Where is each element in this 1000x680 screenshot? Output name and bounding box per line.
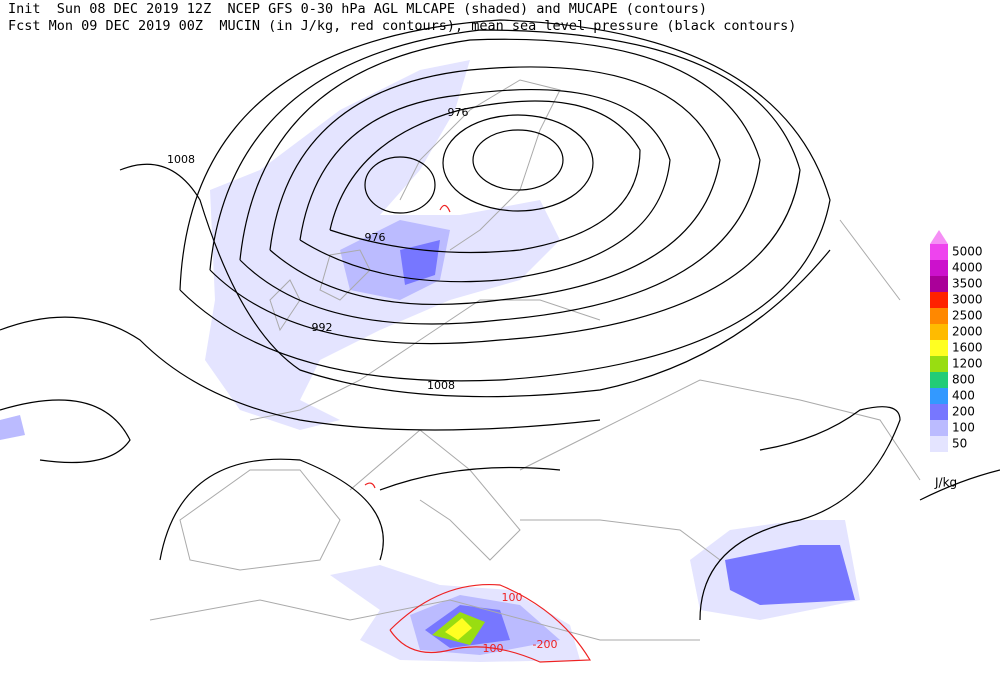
colorbar-label: 3500 — [952, 277, 983, 291]
header-line: Fcst Mon 09 DEC 2019 00Z MUCIN (in J/kg,… — [8, 18, 796, 34]
colorbar-swatch — [930, 388, 948, 404]
colorbar-swatch — [930, 260, 948, 276]
colorbar-label: 4000 — [952, 261, 983, 275]
colorbar-swatch — [930, 420, 948, 436]
contour-label: -200 — [533, 638, 558, 651]
isobars — [0, 19, 1000, 621]
colorbar-swatch — [930, 244, 948, 260]
contour-label: 976 — [448, 106, 469, 119]
colorbar-label: 2500 — [952, 309, 983, 323]
contour-label: 100 — [483, 642, 504, 655]
cape-shading — [0, 60, 860, 662]
colorbar-swatch — [930, 308, 948, 324]
colorbar-unit: J/kg — [934, 476, 957, 490]
colorbar-label: 800 — [952, 373, 975, 387]
colorbar-swatch — [930, 356, 948, 372]
colorbar-label: 3000 — [952, 293, 983, 307]
colorbar-swatch — [930, 340, 948, 356]
colorbar-label: 2000 — [952, 325, 983, 339]
coastlines — [149, 79, 921, 641]
header-line: Init Sun 08 DEC 2019 12Z NCEP GFS 0-30 h… — [8, 1, 707, 17]
colorbar-label: 50 — [952, 437, 967, 451]
colorbar-label: 100 — [952, 421, 975, 435]
colorbar-swatch — [930, 372, 948, 388]
cin-contours — [364, 204, 592, 663]
colorbar-swatch — [930, 292, 948, 308]
colorbar-swatch — [930, 324, 948, 340]
contour-label: 992 — [312, 321, 333, 334]
contour-label: 976 — [365, 231, 386, 244]
contour-label: 1008 — [167, 153, 195, 166]
colorbar-label: 1200 — [952, 357, 983, 371]
colorbar-swatch — [930, 436, 948, 452]
colorbar-label: 1600 — [952, 341, 983, 355]
colorbar-label: 400 — [952, 389, 975, 403]
colorbar-arrow — [930, 230, 948, 244]
colorbar-label: 200 — [952, 405, 975, 419]
colorbar-swatch — [930, 404, 948, 420]
contour-label: 1008 — [427, 379, 455, 392]
colorbar-label: 5000 — [952, 245, 983, 259]
colorbar: 5000 4000 3500 3000 2500 2000 1600 1200 800 400 20… — [930, 230, 983, 452]
contour-label: 100 — [502, 591, 523, 604]
colorbar-swatch — [930, 276, 948, 292]
